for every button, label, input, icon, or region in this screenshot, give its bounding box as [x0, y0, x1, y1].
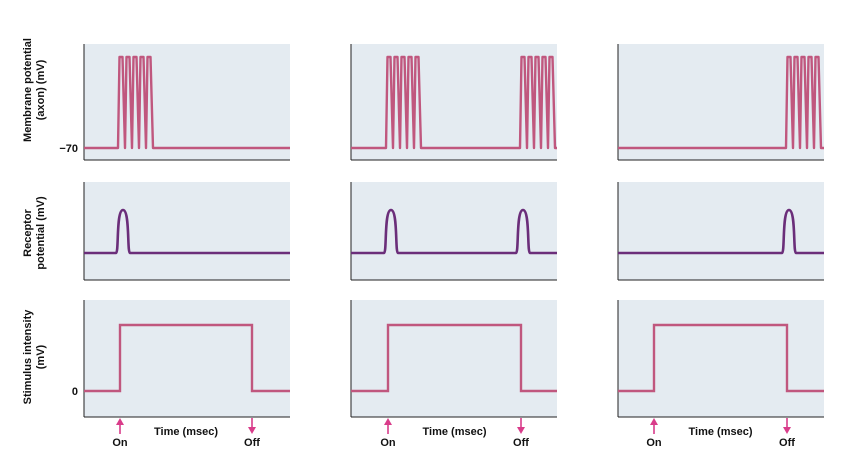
time-xlabel-c0: Time (msec): [154, 426, 218, 438]
panel-bg-r1-c0: [84, 182, 290, 280]
off-arrow-icon-c2: [783, 427, 791, 434]
panel-bg-r1-c2: [618, 182, 824, 280]
time-xlabel-c1: Time (msec): [423, 426, 487, 438]
panel-bg-r2-c0: [84, 300, 290, 417]
on-label-c1: On: [380, 437, 396, 449]
panel-bg-r2-c1: [351, 300, 557, 417]
receptor-trace-c2: [618, 208, 824, 255]
off-label-c1: Off: [513, 437, 529, 449]
off-arrow-icon-c0: [248, 427, 256, 434]
membrane-trace-c0: [84, 55, 290, 150]
stimulus-tick-label: 0: [72, 386, 78, 398]
panel-bg-r1-c1: [351, 182, 557, 280]
membrane-trace-c1: [351, 55, 557, 150]
stimulus-trace-c2: [618, 323, 824, 393]
stimulus-trace-c1: [351, 323, 557, 393]
off-arrow-icon-c1: [517, 427, 525, 434]
on-arrow-icon-c1: [384, 418, 392, 425]
panel-bg-r0-c0: [84, 44, 290, 160]
membrane-trace-c2: [618, 55, 824, 150]
on-label-c2: On: [646, 437, 662, 449]
on-arrow-icon-c0: [116, 418, 124, 425]
off-label-c2: Off: [779, 437, 795, 449]
on-label-c0: On: [112, 437, 128, 449]
time-xlabel-c2: Time (msec): [689, 426, 753, 438]
receptor-trace-c0: [84, 208, 290, 255]
membrane-tick-label: −70: [59, 143, 78, 155]
panel-bg-r2-c2: [618, 300, 824, 417]
stimulus-trace-c0: [84, 323, 290, 393]
off-label-c0: Off: [244, 437, 260, 449]
receptor-trace-c1: [351, 208, 557, 255]
on-arrow-icon-c2: [650, 418, 658, 425]
